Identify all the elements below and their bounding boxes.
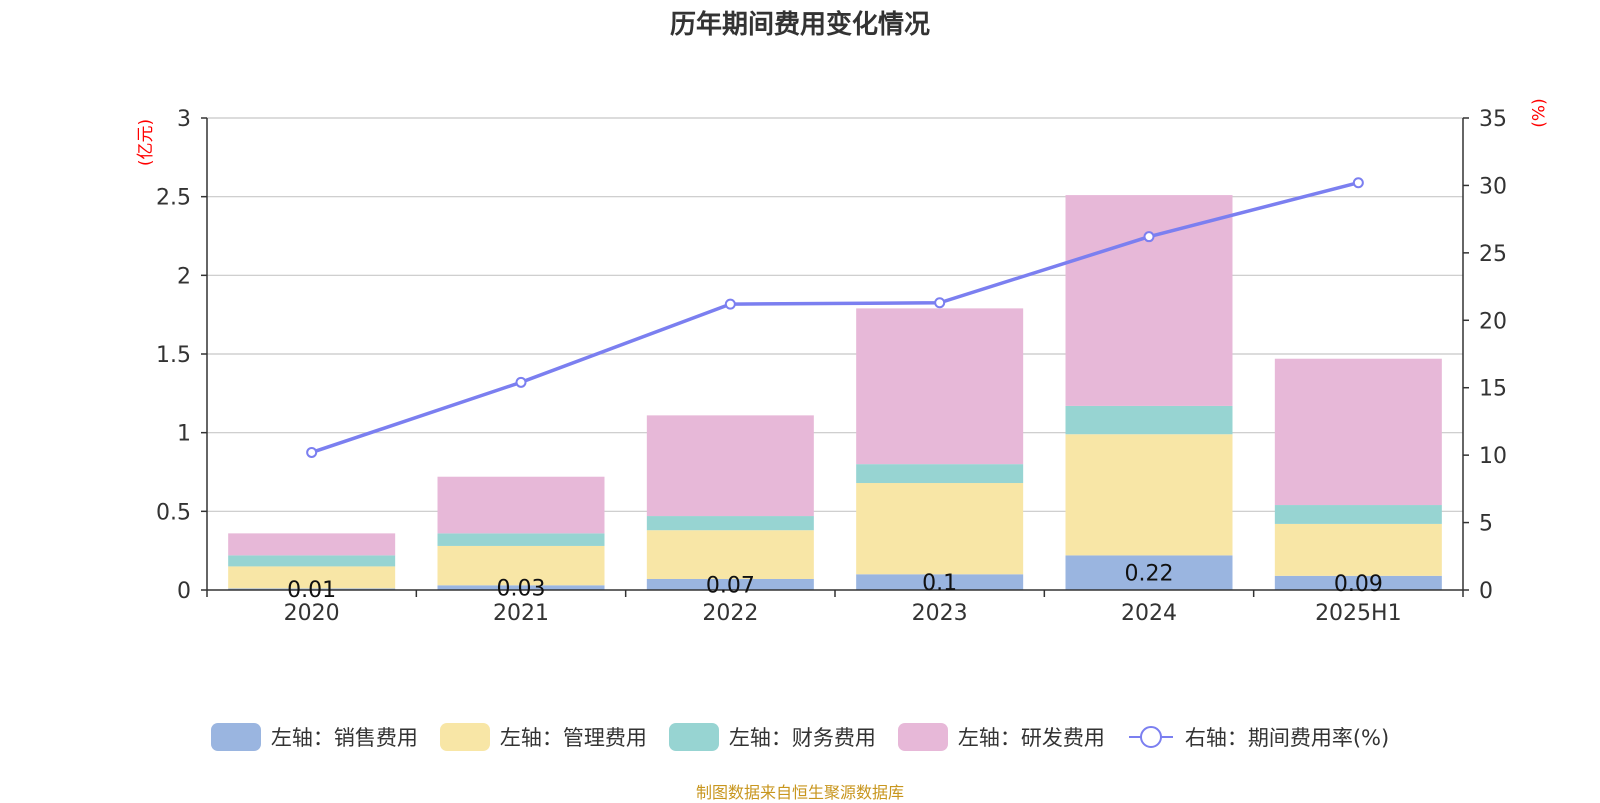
legend-swatch-rnd <box>897 723 948 751</box>
legend-label-rnd: 左轴：研发费用 <box>957 726 1105 750</box>
bar-data-label: 0.1 <box>922 571 957 596</box>
right-axis-tick-label: 0 <box>1479 579 1493 604</box>
bar-segment <box>856 464 1024 484</box>
legend-label-admin: 左轴：管理费用 <box>499 726 647 750</box>
legend-label-sales: 左轴：销售费用 <box>270 726 418 750</box>
legend-swatch-admin <box>439 723 490 751</box>
expense-rate-line <box>311 181 1359 455</box>
expense-rate-point <box>934 297 946 309</box>
bar-segment <box>1274 523 1442 576</box>
right-axis-tick-label: 5 <box>1479 512 1493 537</box>
bar-segment <box>1274 575 1442 590</box>
left-axis-tick-label: 0 <box>177 579 191 604</box>
chart-legend: 左轴：销售费用 左轴：管理费用 左轴：财务费用 左轴：研发费用 右轴：期间费用率… <box>0 722 1600 752</box>
expense-rate-point <box>1143 231 1155 243</box>
right-axis-unit: (%) <box>1529 98 1550 128</box>
bar-segment <box>1065 405 1233 435</box>
bar-segment <box>1065 434 1233 556</box>
chart-title: 历年期间费用变化情况 <box>669 10 930 40</box>
left-axis-tick-label: 0.5 <box>156 500 191 525</box>
legend-item-admin[interactable]: 左轴：管理费用 <box>439 722 647 752</box>
bar-segment <box>856 483 1024 575</box>
bar-data-label: 0.01 <box>287 578 336 603</box>
legend-item-finance[interactable]: 左轴：财务费用 <box>668 722 876 752</box>
x-axis-tick-label: 2020 <box>284 601 340 626</box>
x-axis-tick-label: 2025H1 <box>1315 601 1402 626</box>
legend-swatch-sales <box>210 723 261 751</box>
bar-segment <box>1274 505 1442 524</box>
legend-item-expense-rate[interactable]: 右轴：期间费用率(%) <box>1127 722 1389 752</box>
right-axis-tick-label: 20 <box>1479 309 1507 334</box>
right-axis-tick-label: 30 <box>1479 174 1507 199</box>
bar-segment <box>228 533 396 556</box>
expense-rate-point <box>306 446 318 458</box>
bar-segment <box>1065 555 1233 590</box>
legend-item-rnd[interactable]: 左轴：研发费用 <box>897 722 1105 752</box>
bar-segment <box>1274 358 1442 506</box>
right-axis-tick-label: 10 <box>1479 444 1507 469</box>
bar-segment <box>437 545 605 586</box>
legend-item-sales[interactable]: 左轴：销售费用 <box>210 722 418 752</box>
right-axis-tick-label: 35 <box>1479 107 1507 132</box>
right-axis-tick-label: 15 <box>1479 377 1507 402</box>
bar-segment <box>437 476 605 534</box>
right-axis-tick-label: 25 <box>1479 242 1507 267</box>
bar-segment <box>437 585 605 590</box>
bar-segment <box>1065 195 1233 406</box>
left-axis-tick-label: 2 <box>177 264 191 289</box>
left-axis-tick-label: 1.5 <box>156 343 191 368</box>
legend-label-expense-rate: 右轴：期间费用率(%) <box>1184 726 1390 750</box>
left-axis-tick-label: 1 <box>177 422 191 447</box>
left-axis-tick-label: 3 <box>177 107 191 132</box>
left-axis-tick-label: 2.5 <box>156 186 191 211</box>
expense-rate-point <box>1352 177 1364 189</box>
data-source-note: 制图数据来自恒生聚源数据库 <box>695 783 904 802</box>
bar-segment <box>228 555 396 567</box>
bar-segment <box>437 533 605 546</box>
x-axis-tick-label: 2021 <box>493 601 549 626</box>
legend-label-finance: 左轴：财务费用 <box>728 726 876 750</box>
bar-data-label: 0.22 <box>1125 562 1174 587</box>
bar-segment <box>646 516 814 531</box>
bar-data-label: 0.09 <box>1334 572 1383 597</box>
bar-segment <box>856 308 1024 465</box>
bar-segment <box>646 578 814 590</box>
bar-segment <box>856 574 1024 590</box>
left-axis-unit: (亿元) <box>136 118 157 167</box>
bar-data-label: 0.03 <box>497 577 546 602</box>
expense-rate-point <box>724 298 736 310</box>
bar-segment <box>228 566 396 589</box>
legend-line-marker-icon <box>1128 726 1173 748</box>
x-axis-tick-label: 2023 <box>912 601 968 626</box>
bar-segment <box>228 588 396 590</box>
bar-segment <box>646 530 814 579</box>
bar-segment <box>646 415 814 517</box>
bar-data-label: 0.07 <box>706 573 755 598</box>
x-axis-tick-label: 2022 <box>702 601 758 626</box>
x-axis-tick-label: 2024 <box>1121 601 1177 626</box>
legend-swatch-finance <box>668 723 719 751</box>
expense-rate-point <box>515 376 527 388</box>
